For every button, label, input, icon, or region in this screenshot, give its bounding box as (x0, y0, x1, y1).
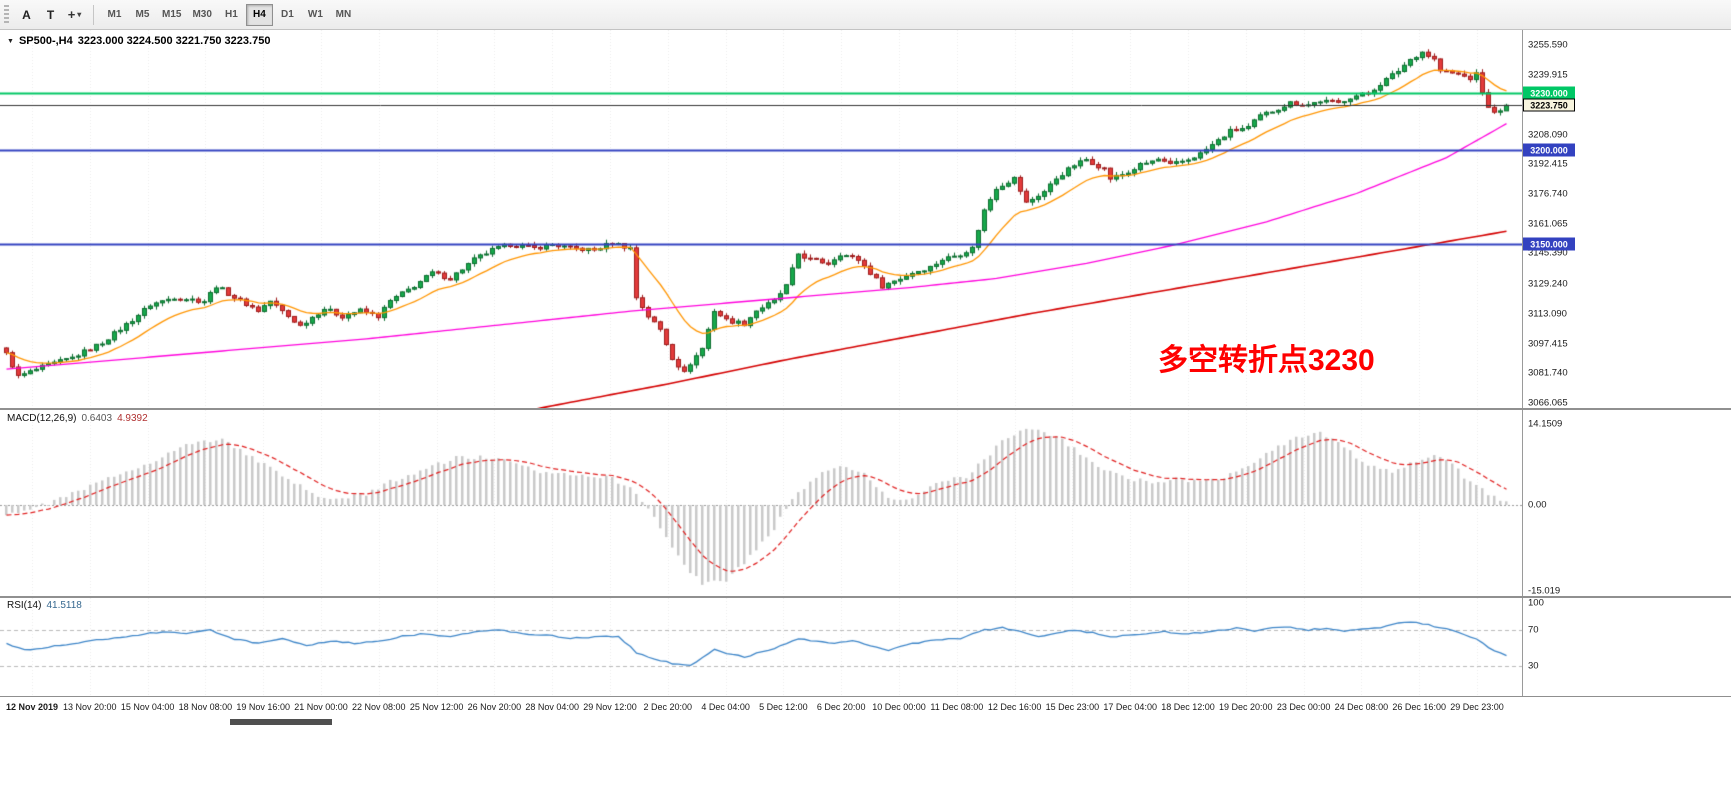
text-tool-button[interactable]: T (39, 3, 62, 26)
macd-indicator-canvas[interactable] (0, 410, 1522, 596)
pane-splitter-macd[interactable] (0, 408, 1731, 410)
axis-tick-label: 14.1509 (1528, 418, 1563, 430)
time-axis-label: 17 Dec 04:00 (1103, 702, 1157, 712)
time-axis-label: 23 Dec 00:00 (1276, 702, 1331, 712)
timeframe-button-m15[interactable]: M15 (157, 4, 186, 26)
chart-header: ▼ SP500-,H4 3223.000 3224.500 3221.750 3… (7, 35, 270, 47)
time-axis-label: 21 Nov 00:00 (294, 702, 348, 712)
timeframe-button-mn[interactable]: MN (330, 4, 357, 26)
toolbar-grip[interactable] (4, 4, 9, 25)
timeframe-button-m30[interactable]: M30 (187, 4, 216, 26)
macd-name: MACD(12,26,9) (7, 413, 77, 424)
time-axis-label: 18 Nov 08:00 (178, 702, 233, 712)
axis-tick-label: 3145.390 (1528, 247, 1568, 259)
time-axis-label: 25 Nov 12:00 (409, 702, 464, 712)
time-axis-label: 29 Nov 12:00 (583, 702, 637, 712)
time-axis-label: 12 Dec 16:00 (987, 702, 1042, 712)
ohlc-values: 3223.000 3224.500 3221.750 3223.750 (77, 35, 271, 47)
time-axis-label: 13 Nov 20:00 (63, 702, 117, 712)
macd-label: MACD(12,26,9) 0.6403 4.9392 (7, 413, 148, 424)
axis-tick-label: 30 (1528, 660, 1539, 672)
time-axis-label: 22 Nov 08:00 (352, 702, 406, 712)
axis-tick-label: 3255.590 (1528, 39, 1568, 51)
symbol-dropdown-icon[interactable]: ▼ (7, 37, 14, 45)
macd-main-value: 0.6403 (81, 413, 113, 424)
chevron-down-icon: ▾ (77, 10, 82, 19)
axis-tick-label: 3192.415 (1528, 158, 1568, 170)
macd-signal-value: 4.9392 (117, 413, 148, 424)
axis-tick-label: 70 (1528, 624, 1539, 636)
time-axis[interactable]: 12 Nov 2019 13 Nov 20:00 15 Nov 04:00 18 No… (0, 696, 1731, 717)
rsi-name: RSI(14) (7, 600, 42, 611)
timeframe-toolbar: M1 M5 M15 M30 H1 H4 D1 W1 MN (101, 3, 357, 26)
time-axis-label: 10 Dec 00:00 (872, 702, 926, 712)
time-axis-label: 5 Dec 12:00 (759, 702, 808, 712)
time-axis-label: 26 Dec 16:00 (1392, 702, 1446, 712)
time-axis-label: 19 Dec 20:00 (1219, 702, 1273, 712)
price-chart-canvas[interactable] (0, 30, 1522, 408)
timeframe-button-w1[interactable]: W1 (302, 4, 329, 26)
axis-tick-label: 3239.915 (1528, 69, 1568, 81)
axis-tick-label: 3129.240 (1528, 278, 1568, 290)
time-axis-label: 26 Nov 20:00 (467, 702, 522, 712)
rsi-indicator-canvas[interactable] (0, 598, 1522, 696)
axis-tick-label: 100 (1528, 597, 1544, 609)
draw-tools-dropdown-button[interactable]: + ▾ (63, 3, 86, 26)
timeframe-button-d1[interactable]: D1 (274, 4, 301, 26)
rsi-label: RSI(14) 41.5118 (7, 600, 82, 611)
axis-tick-label: -15.019 (1528, 585, 1561, 597)
axis-tick-label: 3176.740 (1528, 188, 1568, 200)
time-axis-label: 18 Dec 12:00 (1161, 702, 1215, 712)
time-axis-label: 28 Nov 04:00 (525, 702, 579, 712)
price-axis-separator (1522, 30, 1523, 717)
arrow-tool-button[interactable]: A (15, 3, 38, 26)
top-toolbar: A T + ▾ M1 M5 M15 M30 H1 H4 D1 W1 MN (0, 0, 1731, 30)
current-price-badge: 3223.750 (1523, 98, 1575, 112)
axis-tick-label: 3161.065 (1528, 218, 1568, 230)
axis-tick-label: 3208.090 (1528, 129, 1568, 141)
crosshair-icon: + (67, 7, 76, 22)
time-axis-label: 4 Dec 04:00 (701, 702, 750, 712)
time-axis-label: 12 Nov 2019 (5, 702, 59, 712)
time-axis-label: 11 Dec 08:00 (930, 702, 984, 712)
price-level-badge-3230.000[interactable]: 3230.000 (1523, 86, 1575, 100)
symbol-title: SP500-,H4 (18, 35, 73, 47)
time-axis-label: 29 Dec 23:00 (1450, 702, 1504, 712)
axis-tick-label: 0.00 (1528, 499, 1547, 511)
timeframe-button-m5[interactable]: M5 (129, 4, 156, 26)
time-axis-label: 24 Dec 08:00 (1334, 702, 1389, 712)
timeframe-button-h4[interactable]: H4 (245, 3, 273, 26)
bottom-strip (0, 717, 1731, 795)
chart-annotation-text[interactable]: 多空转折点3230 (1158, 344, 1375, 377)
price-level-badge-3200.000[interactable]: 3200.000 (1523, 143, 1575, 157)
time-axis-label: 15 Dec 23:00 (1045, 702, 1100, 712)
time-axis-label: 19 Nov 16:00 (236, 702, 290, 712)
price-level-badge-3150.000[interactable]: 3150.000 (1523, 237, 1575, 251)
axis-tick-label: 3113.090 (1528, 308, 1567, 320)
time-axis-label: 2 Dec 20:00 (643, 702, 693, 712)
axis-tick-label: 3081.740 (1528, 367, 1568, 379)
timeframe-button-h1[interactable]: H1 (218, 4, 245, 26)
axis-tick-label: 3097.415 (1528, 338, 1568, 350)
pane-splitter-rsi[interactable] (0, 596, 1731, 598)
time-axis-label: 6 Dec 20:00 (816, 702, 866, 712)
rsi-value: 41.5118 (46, 600, 82, 611)
price-axis[interactable]: 3255.5903239.9153224.2403208.0903192.415… (1523, 30, 1731, 717)
axis-tick-label: 3066.065 (1528, 397, 1568, 409)
toolbar-separator (93, 4, 94, 25)
time-axis-label: 15 Nov 04:00 (120, 702, 175, 712)
horizontal-scrollbar-thumb[interactable] (230, 719, 332, 725)
timeframe-button-m1[interactable]: M1 (101, 4, 128, 26)
